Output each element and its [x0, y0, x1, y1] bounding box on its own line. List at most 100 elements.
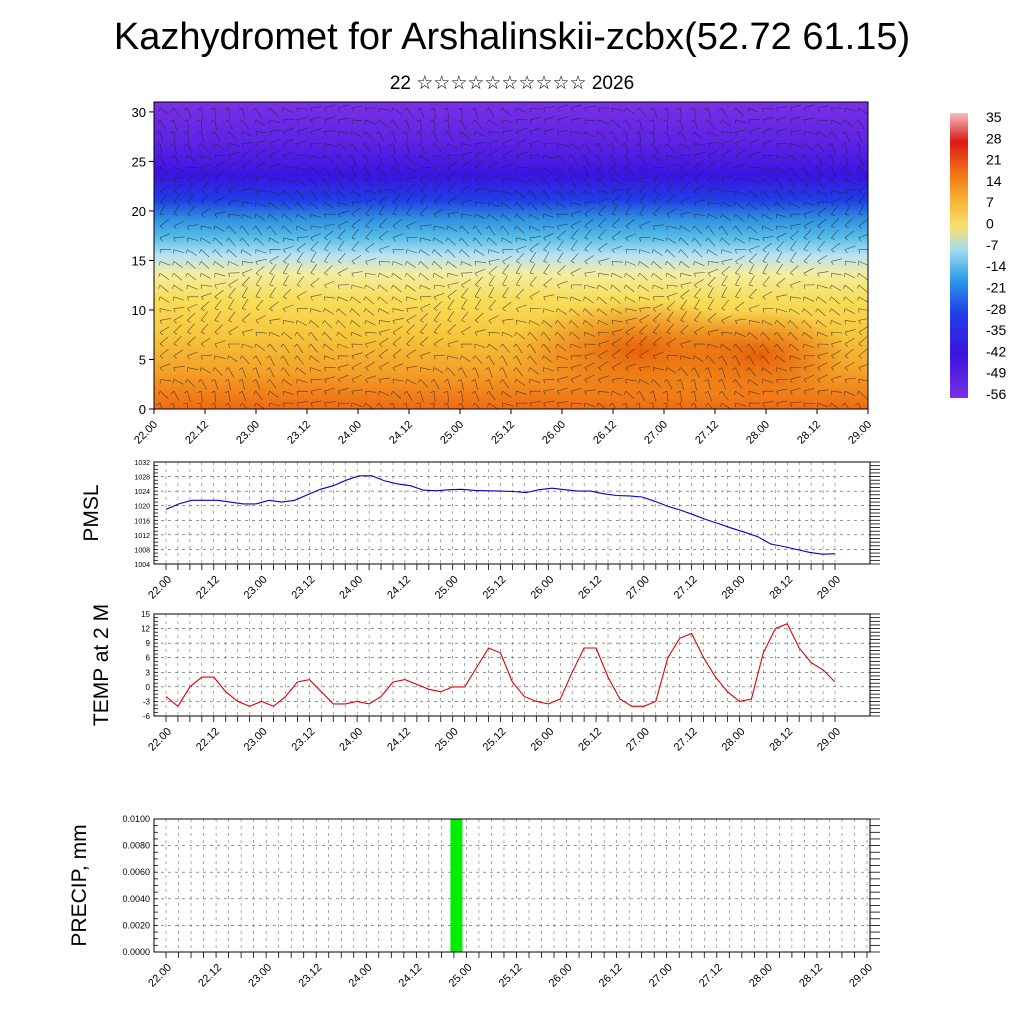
wind-barb [637, 261, 649, 268]
precip-x-tick-label: 23.12 [296, 962, 324, 990]
precip-x-tick-label: 22.00 [146, 962, 174, 990]
wind-barb [774, 202, 785, 211]
wind-barb [639, 314, 650, 324]
wind-barb [321, 166, 332, 177]
wind-barb [760, 190, 771, 200]
wind-barb [171, 107, 181, 117]
wind-barb [762, 390, 774, 396]
wind-barb [214, 355, 226, 360]
wind-barb [433, 164, 445, 171]
wind-barb [774, 320, 786, 328]
wind-barb [732, 343, 743, 353]
wind-barb [500, 390, 512, 398]
wind-barb [200, 354, 213, 360]
heatmap-x-tick-label: 27.12 [693, 419, 721, 447]
wind-barb [472, 119, 482, 129]
wind-barb [159, 233, 171, 242]
wind-barb [554, 332, 565, 341]
wind-barb [789, 130, 802, 136]
wind-barb [420, 312, 429, 323]
wind-barb [831, 242, 841, 253]
wind-barb [776, 232, 787, 242]
wind-barb [378, 377, 391, 384]
wind-barb [361, 154, 369, 166]
wind-barb [392, 185, 404, 194]
wind-barb [584, 402, 596, 408]
wind-barb [255, 265, 265, 276]
wind-barb [776, 263, 783, 275]
wind-barb [406, 366, 418, 372]
wind-barb [543, 154, 555, 160]
wind-barb [187, 173, 198, 182]
wind-barb [420, 166, 432, 171]
wind-barb [255, 331, 267, 337]
wind-barb [156, 119, 166, 130]
pmsl-y-tick-label: 1008 [134, 547, 150, 554]
wind-barb [557, 230, 566, 241]
precip-x-tick-label: 23.00 [246, 962, 274, 990]
wind-barb [676, 402, 682, 409]
wind-barb [281, 379, 293, 387]
wind-barb [515, 253, 525, 264]
pmsl-x-tick-label: 28.00 [720, 574, 748, 602]
wind-barb [351, 271, 363, 277]
wind-barb [582, 308, 593, 317]
wind-barb [596, 296, 607, 305]
temp-x-tick-label: 28.00 [720, 726, 748, 754]
wind-barb [226, 249, 237, 258]
wind-barb [474, 213, 486, 219]
wind-barb [324, 401, 336, 407]
wind-barb [159, 204, 166, 216]
wind-barb [447, 299, 455, 311]
wind-barb [283, 138, 294, 147]
wind-barb [214, 340, 226, 348]
wind-barb [677, 131, 687, 142]
wind-barb [365, 198, 376, 206]
wind-barb [433, 225, 445, 231]
temp-x-tick-label: 22.00 [146, 726, 174, 754]
wind-barb [652, 182, 662, 193]
wind-barb [378, 204, 385, 216]
wind-barb [817, 201, 829, 207]
heatmap-x-tick-label: 22.12 [183, 419, 211, 447]
wind-barb [557, 143, 568, 148]
wind-barb [471, 379, 478, 391]
wind-barb [255, 275, 263, 287]
wind-barb [461, 279, 472, 289]
wind-barb [350, 190, 362, 197]
wind-barb [652, 237, 664, 242]
wind-barb [513, 343, 523, 354]
temp-y-tick-label: 0 [146, 683, 151, 692]
wind-barb [748, 304, 760, 313]
wind-barb [252, 107, 262, 118]
wind-barb [543, 225, 555, 231]
wind-barb [830, 119, 842, 125]
wind-barb [269, 301, 279, 312]
wind-barb [350, 296, 361, 304]
wind-barb [855, 131, 862, 143]
wind-barb [666, 171, 676, 182]
wind-barb [735, 275, 741, 287]
wind-barb [691, 237, 702, 247]
wind-barb [156, 131, 163, 143]
wind-barbs [156, 104, 868, 409]
wind-barb [158, 296, 170, 303]
wind-barb [693, 261, 705, 267]
wind-barb [364, 284, 376, 291]
wind-barb [485, 355, 495, 366]
wind-barb [472, 225, 482, 236]
wind-barb [406, 204, 413, 216]
wind-barb [214, 154, 226, 160]
wind-barb [639, 204, 646, 216]
wind-barb [543, 251, 550, 263]
wind-barb [390, 390, 402, 399]
wind-barb [598, 390, 610, 396]
pmsl-y-tick-label: 1012 [134, 533, 150, 540]
wind-barb [584, 284, 596, 290]
wind-barb [296, 107, 308, 113]
wind-barb [159, 318, 171, 325]
wind-barb [433, 182, 442, 193]
wind-barb [721, 131, 733, 136]
wind-barb [570, 210, 582, 218]
wind-barb [296, 263, 303, 275]
